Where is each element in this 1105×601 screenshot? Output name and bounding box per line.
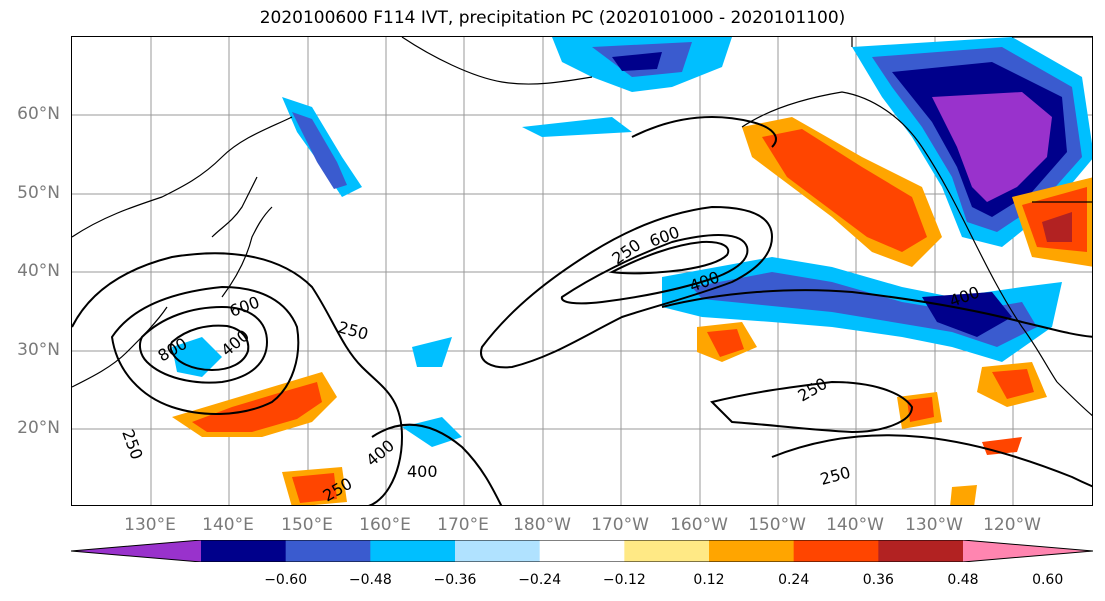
lat-label-50n: 50°N [17,183,60,203]
lon-label-130w: 130°W [905,515,963,535]
lon-label-170e: 170°E [437,515,489,535]
colorbar-swatch [71,540,201,562]
ivt-contour-250-mid2 [631,116,777,148]
ivt-contour-250-west [72,252,404,505]
contour-label: 250 [118,427,146,462]
colorbar-swatch [539,540,625,562]
colorbar-swatch [963,540,1093,562]
lat-label-30n: 30°N [17,340,60,360]
ivt-contour-250-south [771,434,1092,488]
colorbar-swatch [878,540,964,562]
map-panel: 250 600 400 400 250 600 800 400 250 400 … [71,36,1093,506]
colorbar-tick-label: −0.24 [518,572,562,588]
ivt-contour-250-east [710,380,914,434]
colorbar-swatch [455,540,541,562]
precip-shading [172,37,1092,505]
lon-label-170w: 170°W [591,515,649,535]
colorbar-swatch [709,540,795,562]
colorbar-tick-label: −0.36 [433,572,477,588]
lon-label-150w: 150°W [748,515,806,535]
contour-label: 400 [407,462,438,481]
colorbar-swatch [370,540,456,562]
colorbar-tick-label: −0.60 [264,572,308,588]
lon-label-160e: 160°E [359,515,411,535]
contour-label: 250 [795,374,831,406]
colorbar-swatch [285,540,371,562]
map-title: 2020100600 F114 IVT, precipitation PC (2… [259,8,846,28]
lat-label-20n: 20°N [17,418,60,438]
ivt-contour-250-mid [480,205,774,369]
lat-label-40n: 40°N [17,261,60,281]
lon-label-150e: 150°E [281,515,333,535]
colorbar-tick-label: 0.60 [1032,572,1064,588]
lon-label-140e: 140°E [202,515,254,535]
colorbar-swatch [201,540,287,562]
ivt-contour-800-west [169,324,250,372]
colorbar-tick-label: 0.12 [693,572,725,588]
colorbar [71,540,1093,562]
colorbar-swatch [793,540,879,562]
map-canvas: 250 600 400 400 250 600 800 400 250 400 … [72,37,1092,505]
ivt-contour-400-west [110,285,300,415]
ivt-contour-400-east [661,289,1092,338]
colorbar-swatch [624,540,710,562]
colorbar-tick-label: −0.48 [348,572,392,588]
contour-label: 600 [227,292,262,320]
contour-label: 400 [362,436,398,470]
colorbar-tick-label: −0.12 [602,572,646,588]
contour-labels: 250 600 400 400 250 600 800 400 250 400 … [118,222,982,505]
ivt-contours [72,116,1092,505]
ivt-contour-400-mid [560,234,749,305]
ivt-contour-600-west [138,305,269,384]
lat-label-60n: 60°N [17,104,60,124]
lon-label-180w: 180°W [513,515,571,535]
lon-label-130e: 130°E [124,515,176,535]
contour-label: 400 [217,326,253,360]
contour-label: 250 [818,463,852,489]
lon-label-140w: 140°W [826,515,884,535]
ivt-contour-400-south [371,423,503,505]
colorbar-tick-label: 0.36 [862,572,894,588]
lon-label-160w: 160°W [670,515,728,535]
colorbar-tick-label: 0.24 [778,572,810,588]
colorbar-tick-label: 0.48 [947,572,979,588]
coastlines [72,37,1092,417]
ivt-contour-600-mid [608,240,730,275]
lon-label-120w: 120°W [983,515,1041,535]
